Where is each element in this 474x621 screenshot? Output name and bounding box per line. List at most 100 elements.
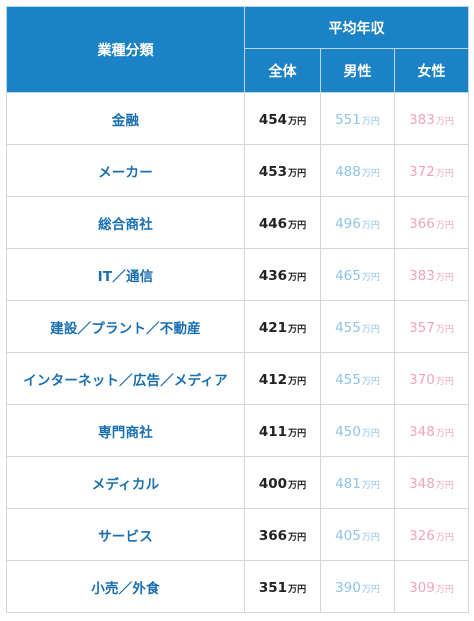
- industry-cell: IT／通信: [6, 248, 245, 301]
- unit-label: 万円: [361, 429, 380, 439]
- overall-salary-value: 421: [258, 320, 288, 336]
- male-salary-value: 390: [335, 580, 361, 596]
- overall-salary-cell: 366万円: [244, 508, 321, 561]
- unit-label: 万円: [288, 481, 307, 491]
- unit-label: 万円: [435, 273, 454, 283]
- table-row: 金融 454万円 551万円 383万円: [6, 92, 469, 145]
- industry-cell: 小売／外食: [6, 560, 245, 613]
- industry-cell: サービス: [6, 508, 245, 561]
- female-salary-value: 348: [409, 424, 435, 440]
- unit-label: 万円: [361, 585, 380, 595]
- overall-salary-cell: 412万円: [244, 352, 321, 405]
- overall-salary-value: 400: [258, 476, 288, 492]
- salary-table-container: 業種分類 平均年収 全体 男性 女性 金融 454万円 551万円 383万円 メーカー…: [6, 5, 469, 613]
- overall-salary-cell: 351万円: [244, 560, 321, 613]
- table-row: 建設／プラント／不動産 421万円 455万円 357万円: [6, 300, 469, 353]
- industry-cell: 建設／プラント／不動産: [6, 300, 245, 353]
- unit-label: 万円: [361, 377, 380, 387]
- unit-label: 万円: [361, 533, 380, 543]
- female-salary-cell: 348万円: [394, 456, 469, 509]
- male-salary-cell: 450万円: [320, 404, 395, 457]
- industry-cell: メーカー: [6, 144, 245, 197]
- salary-table: 業種分類 平均年収 全体 男性 女性 金融 454万円 551万円 383万円 メーカー…: [6, 5, 469, 613]
- average-salary-header: 平均年収: [244, 5, 469, 50]
- table-row: IT／通信 436万円 465万円 383万円: [6, 248, 469, 301]
- female-salary-value: 326: [409, 528, 435, 544]
- overall-salary-value: 454: [258, 112, 288, 128]
- male-salary-value: 405: [335, 528, 361, 544]
- unit-label: 万円: [435, 429, 454, 439]
- overall-salary-cell: 421万円: [244, 300, 321, 353]
- female-salary-cell: 383万円: [394, 92, 469, 145]
- female-salary-value: 348: [409, 476, 435, 492]
- male-salary-value: 496: [335, 216, 361, 232]
- male-salary-cell: 390万円: [320, 560, 395, 613]
- male-salary-value: 465: [335, 268, 361, 284]
- table-row: メーカー 453万円 488万円 372万円: [6, 144, 469, 197]
- overall-salary-cell: 453万円: [244, 144, 321, 197]
- table-row: インターネット／広告／メディア 412万円 455万円 370万円: [6, 352, 469, 405]
- female-salary-cell: 383万円: [394, 248, 469, 301]
- overall-salary-value: 366: [258, 528, 288, 544]
- overall-salary-cell: 400万円: [244, 456, 321, 509]
- overall-salary-cell: 411万円: [244, 404, 321, 457]
- unit-label: 万円: [288, 221, 307, 231]
- female-salary-cell: 348万円: [394, 404, 469, 457]
- industry-column-header: 業種分類: [6, 6, 245, 93]
- industry-cell: インターネット／広告／メディア: [6, 352, 245, 405]
- unit-label: 万円: [361, 221, 380, 231]
- female-salary-value: 309: [409, 580, 435, 596]
- unit-label: 万円: [288, 273, 307, 283]
- industry-cell: メディカル: [6, 456, 245, 509]
- male-salary-cell: 455万円: [320, 352, 395, 405]
- male-salary-value: 488: [335, 164, 361, 180]
- overall-salary-cell: 446万円: [244, 196, 321, 249]
- male-salary-cell: 465万円: [320, 248, 395, 301]
- female-salary-cell: 366万円: [394, 196, 469, 249]
- unit-label: 万円: [435, 533, 454, 543]
- table-body: 金融 454万円 551万円 383万円 メーカー 453万円 488万円 372万円 総合商社…: [6, 92, 469, 613]
- unit-label: 万円: [288, 325, 307, 335]
- female-salary-value: 383: [409, 112, 435, 128]
- overall-salary-value: 351: [258, 580, 288, 596]
- overall-column-header: 全体: [244, 48, 321, 93]
- unit-label: 万円: [361, 481, 380, 491]
- female-salary-cell: 326万円: [394, 508, 469, 561]
- table-row: 小売／外食 351万円 390万円 309万円: [6, 560, 469, 613]
- female-salary-value: 357: [409, 320, 435, 336]
- female-salary-value: 383: [409, 268, 435, 284]
- unit-label: 万円: [288, 533, 307, 543]
- table-row: 専門商社 411万円 450万円 348万円: [6, 404, 469, 457]
- unit-label: 万円: [288, 585, 307, 595]
- male-salary-cell: 551万円: [320, 92, 395, 145]
- male-salary-cell: 455万円: [320, 300, 395, 353]
- male-salary-cell: 488万円: [320, 144, 395, 197]
- unit-label: 万円: [435, 481, 454, 491]
- male-salary-value: 455: [335, 320, 361, 336]
- overall-salary-cell: 436万円: [244, 248, 321, 301]
- unit-label: 万円: [288, 377, 307, 387]
- unit-label: 万円: [288, 117, 307, 127]
- unit-label: 万円: [288, 169, 307, 179]
- female-salary-value: 370: [409, 372, 435, 388]
- unit-label: 万円: [288, 429, 307, 439]
- overall-salary-value: 446: [258, 216, 288, 232]
- industry-cell: 総合商社: [6, 196, 245, 249]
- unit-label: 万円: [361, 169, 380, 179]
- overall-salary-value: 436: [258, 268, 288, 284]
- male-salary-value: 455: [335, 372, 361, 388]
- male-salary-cell: 405万円: [320, 508, 395, 561]
- industry-cell: 金融: [6, 92, 245, 145]
- overall-salary-value: 412: [258, 372, 288, 388]
- overall-salary-value: 411: [258, 424, 288, 440]
- unit-label: 万円: [435, 325, 454, 335]
- male-column-header: 男性: [320, 48, 395, 93]
- overall-salary-cell: 454万円: [244, 92, 321, 145]
- unit-label: 万円: [361, 117, 380, 127]
- male-salary-value: 450: [335, 424, 361, 440]
- female-salary-value: 372: [409, 164, 435, 180]
- female-salary-value: 366: [409, 216, 435, 232]
- male-salary-value: 481: [335, 476, 361, 492]
- table-row: 総合商社 446万円 496万円 366万円: [6, 196, 469, 249]
- female-salary-cell: 357万円: [394, 300, 469, 353]
